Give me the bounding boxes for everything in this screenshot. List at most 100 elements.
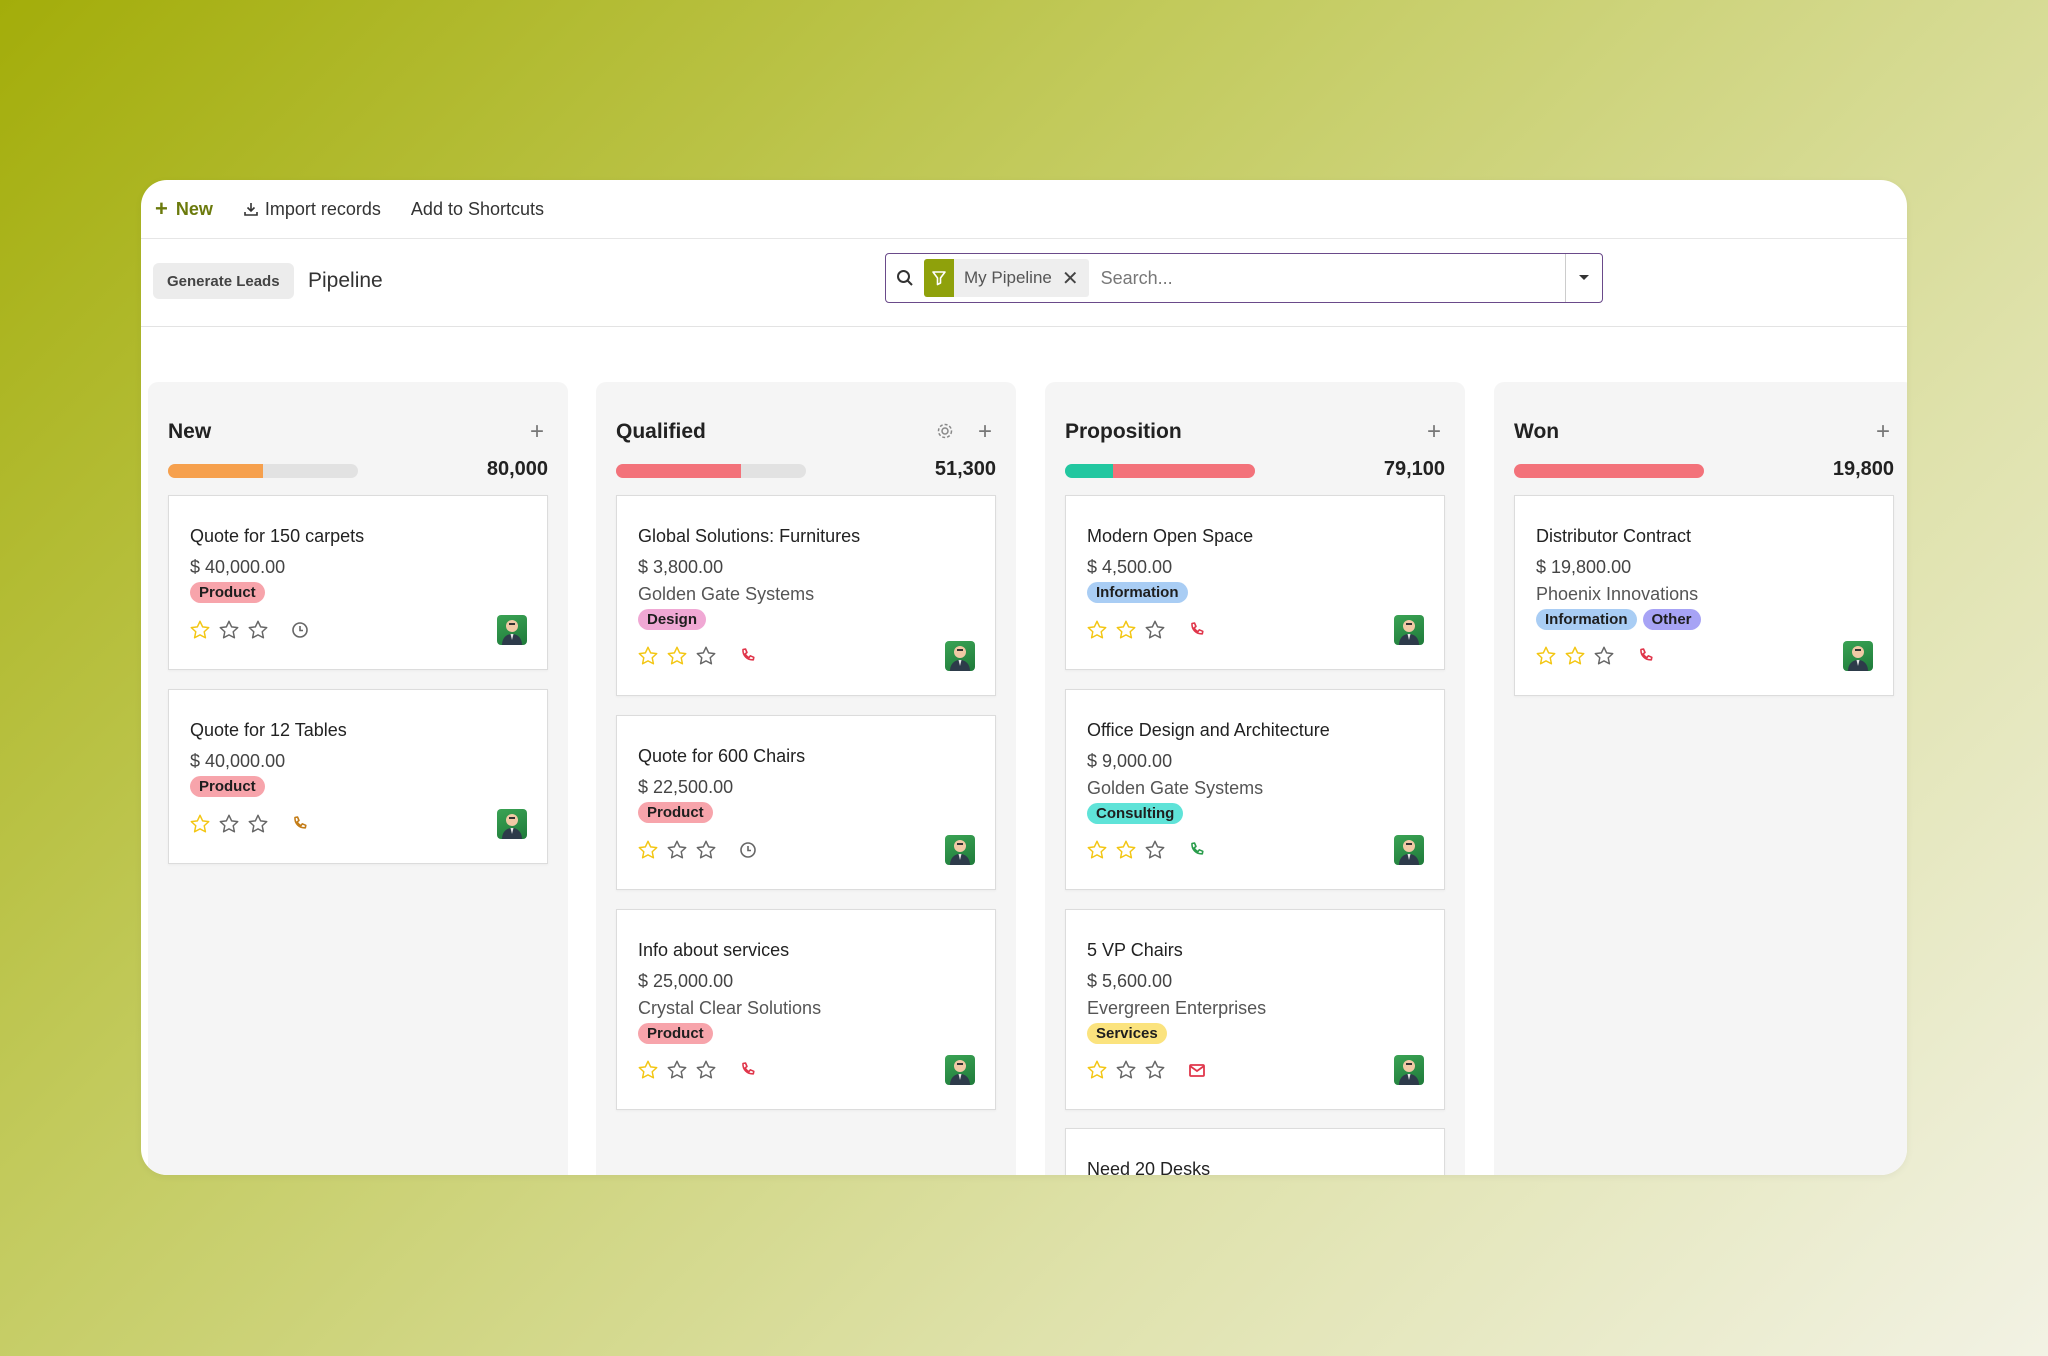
phone-red-icon[interactable] (1187, 620, 1207, 640)
card-tags: Product (638, 802, 713, 823)
column-progress-bar[interactable] (1514, 464, 1704, 478)
activity-indicator[interactable] (290, 620, 310, 640)
card-tags: Consulting (1087, 803, 1184, 824)
kanban-column-qualified: Qualified +51,300 Global Solutions: Furnit… (596, 382, 1016, 1175)
gear-icon[interactable] (936, 422, 954, 445)
card-amount: $ 25,000.00 (638, 971, 734, 991)
star-filled-icon[interactable] (1564, 645, 1586, 667)
crm-window: + New Import records Add to Shortcuts Ge… (141, 180, 1907, 1175)
column-add-icon[interactable]: + (1426, 418, 1441, 445)
column-progress-bar[interactable] (616, 464, 806, 478)
search-toolbar: Generate Leads Pipeline My Pipeline ✕ (141, 239, 1907, 327)
search-icon[interactable] (886, 269, 924, 287)
opportunity-card[interactable]: Quote for 150 carpets $ 40,000.00 Product (168, 495, 548, 670)
avatar[interactable] (945, 835, 975, 865)
avatar[interactable] (1394, 835, 1424, 865)
column-add-icon[interactable]: + (529, 418, 544, 445)
column-header: Won + (1514, 418, 1902, 450)
avatar[interactable] (497, 809, 527, 839)
card-company: Golden Gate Systems (638, 584, 815, 604)
avatar[interactable] (945, 1055, 975, 1085)
star-filled-icon[interactable] (1115, 619, 1137, 641)
opportunity-card[interactable]: Modern Open Space $ 4,500.00 Information (1065, 495, 1445, 670)
star-empty-icon[interactable] (666, 839, 688, 861)
remove-facet-icon[interactable]: ✕ (1061, 267, 1079, 290)
star-filled-icon[interactable] (1115, 839, 1137, 861)
star-empty-icon[interactable] (247, 813, 269, 835)
card-tags: Information Other (1536, 609, 1701, 630)
star-empty-icon[interactable] (1593, 645, 1615, 667)
shortcuts-label: Add to Shortcuts (410, 198, 544, 219)
card-title: Quote for 600 Chairs (638, 746, 806, 766)
avatar[interactable] (945, 641, 975, 671)
star-filled-icon[interactable] (1086, 1059, 1108, 1081)
star-empty-icon[interactable] (1144, 619, 1166, 641)
add-to-shortcuts-button[interactable]: Add to Shortcuts (411, 199, 544, 220)
star-filled-icon[interactable] (637, 1059, 659, 1081)
avatar[interactable] (1843, 641, 1873, 671)
activity-indicator[interactable] (738, 646, 758, 666)
star-empty-icon[interactable] (218, 619, 240, 641)
search-dropdown-toggle[interactable] (1565, 254, 1602, 302)
opportunity-card[interactable]: Distributor Contract $ 19,800.00 Phoenix I… (1514, 495, 1894, 696)
tag-services: Services (1087, 1023, 1167, 1044)
search-bar[interactable]: My Pipeline ✕ (885, 253, 1603, 303)
activity-indicator[interactable] (290, 814, 310, 834)
activity-indicator[interactable] (1187, 840, 1207, 860)
plus-icon: + (155, 196, 168, 221)
opportunity-card[interactable]: Need 20 Desks$ 60,000.00 (1065, 1128, 1445, 1175)
phone-red-icon[interactable] (1636, 646, 1656, 666)
star-empty-icon[interactable] (1144, 1059, 1166, 1081)
envelope-icon[interactable] (1187, 1060, 1207, 1080)
star-empty-icon[interactable] (1115, 1059, 1137, 1081)
opportunity-card[interactable]: 5 VP Chairs $ 5,600.00 Evergreen Enterpris… (1065, 909, 1445, 1110)
column-progress-bar[interactable] (168, 464, 358, 478)
opportunity-card[interactable]: Quote for 12 Tables $ 40,000.00 Product (168, 689, 548, 864)
clock-icon[interactable] (738, 840, 758, 860)
activity-indicator[interactable] (1187, 1060, 1207, 1080)
star-filled-icon[interactable] (666, 645, 688, 667)
opportunity-card[interactable]: Quote for 600 Chairs $ 22,500.00 Product (616, 715, 996, 890)
card-amount: $ 4,500.00 (1087, 557, 1173, 577)
star-filled-icon[interactable] (1086, 619, 1108, 641)
star-empty-icon[interactable] (695, 645, 717, 667)
new-button[interactable]: + New (155, 196, 213, 222)
phone-red-icon[interactable] (738, 1060, 758, 1080)
activity-indicator[interactable] (1636, 646, 1656, 666)
import-records-button[interactable]: Import records (243, 199, 381, 220)
caret-down-icon (1579, 275, 1589, 280)
star-filled-icon[interactable] (1086, 839, 1108, 861)
star-filled-icon[interactable] (637, 645, 659, 667)
star-empty-icon[interactable] (218, 813, 240, 835)
star-empty-icon[interactable] (695, 839, 717, 861)
star-empty-icon[interactable] (247, 619, 269, 641)
avatar[interactable] (497, 615, 527, 645)
star-filled-icon[interactable] (1535, 645, 1557, 667)
avatar[interactable] (1394, 615, 1424, 645)
phone-green-icon[interactable] (1187, 840, 1207, 860)
column-add-icon[interactable]: + (1875, 418, 1890, 445)
avatar[interactable] (1394, 1055, 1424, 1085)
star-empty-icon[interactable] (1144, 839, 1166, 861)
generate-leads-button[interactable]: Generate Leads (153, 263, 294, 299)
phone-red-icon[interactable] (738, 646, 758, 666)
column-add-icon[interactable]: + (977, 418, 992, 445)
column-progress-bar[interactable] (1065, 464, 1255, 478)
star-empty-icon[interactable] (666, 1059, 688, 1081)
column-title: New (168, 420, 212, 443)
opportunity-card[interactable]: Office Design and Architecture $ 9,000.00… (1065, 689, 1445, 890)
phone-orange-icon[interactable] (290, 814, 310, 834)
activity-indicator[interactable] (738, 840, 758, 860)
star-filled-icon[interactable] (637, 839, 659, 861)
activity-indicator[interactable] (1187, 620, 1207, 640)
tag-product: Product (190, 776, 265, 797)
progress-segment (1514, 464, 1704, 478)
search-input[interactable] (1088, 266, 1565, 290)
opportunity-card[interactable]: Global Solutions: Furnitures $ 3,800.00 Go… (616, 495, 996, 696)
star-filled-icon[interactable] (189, 619, 211, 641)
opportunity-card[interactable]: Info about services $ 25,000.00 Crystal Cl… (616, 909, 996, 1110)
star-empty-icon[interactable] (695, 1059, 717, 1081)
clock-icon[interactable] (290, 620, 310, 640)
activity-indicator[interactable] (738, 1060, 758, 1080)
star-filled-icon[interactable] (189, 813, 211, 835)
